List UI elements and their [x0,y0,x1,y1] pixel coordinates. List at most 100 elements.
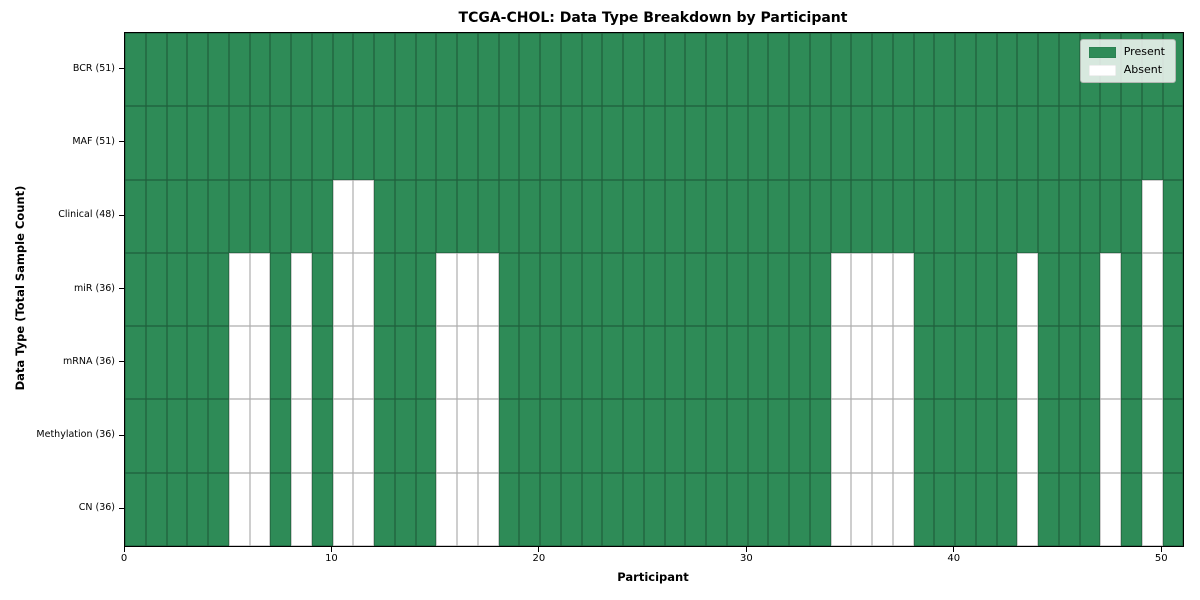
heatmap-cell [934,106,955,180]
heatmap-cell [394,252,416,327]
heatmap-cell [706,106,727,180]
heatmap-cell [789,326,810,400]
heatmap-cell [208,326,229,400]
heatmap-cell [685,179,706,253]
y-tick-label: CN (36) [78,502,115,514]
heatmap-cell [498,106,520,180]
heatmap-row-miR [125,252,1184,327]
heatmap-cell [415,179,437,253]
heatmap-cell [187,179,208,253]
heatmap-cell [374,326,395,400]
heatmap-cell [498,252,520,327]
heatmap-cell [540,106,561,180]
heatmap-cell [498,179,520,253]
heatmap-cell [270,326,291,400]
heatmap-cell [125,33,146,107]
heatmap-cell [602,33,623,107]
heatmap-cell [436,472,457,546]
heatmap-cell [913,326,935,400]
heatmap-cell [415,252,437,327]
heatmap-cell [187,33,208,107]
legend-item-present: Present [1088,45,1165,58]
heatmap-cell [706,326,727,400]
heatmap-cell [913,399,935,473]
heatmap-cell [726,106,748,180]
heatmap-cell [975,33,997,107]
heatmap-cell [1141,399,1163,473]
plot-area: Present Absent [124,32,1184,547]
heatmap-cell [1121,179,1142,253]
heatmap-cell [145,472,167,546]
heatmap-cell [187,399,208,473]
heatmap-cell [228,33,250,107]
heatmap-cell [768,399,789,473]
y-tick-label: mRNA (36) [63,355,115,367]
heatmap-cell [789,33,810,107]
heatmap-cell [726,33,748,107]
heatmap-cell [228,472,250,546]
heatmap-cell [1017,179,1038,253]
heatmap-cell [560,326,582,400]
heatmap-cell [1121,252,1142,327]
heatmap-cell [664,33,686,107]
heatmap-cell [1079,399,1101,473]
heatmap-cell [602,106,623,180]
y-tick-label: Methylation (36) [36,429,115,441]
absent-swatch [1088,64,1116,76]
heatmap-cell [851,106,872,180]
heatmap-cell [706,33,727,107]
heatmap-cell [1162,179,1184,253]
heatmap-cell [809,106,831,180]
heatmap-cell [477,106,499,180]
heatmap-cell [996,33,1018,107]
heatmap-cell [1017,106,1038,180]
heatmap-cell [145,33,167,107]
heatmap-cell [353,326,374,400]
heatmap-cell [892,106,914,180]
heatmap-cell [291,472,312,546]
heatmap-cell [996,326,1018,400]
heatmap-cell [1017,326,1038,400]
heatmap-cell [457,106,478,180]
heatmap-cell [457,179,478,253]
heatmap-cell [975,106,997,180]
heatmap-cell [623,106,644,180]
heatmap-cell [540,326,561,400]
heatmap-cell [809,472,831,546]
heatmap-cell [249,326,271,400]
heatmap-cell [581,252,603,327]
heatmap-cell [560,179,582,253]
heatmap-cell [311,472,333,546]
heatmap-cell [664,252,686,327]
legend-label-absent: Absent [1123,63,1163,76]
heatmap-cell [436,106,457,180]
heatmap-row-mRNA [125,326,1184,400]
heatmap-cell [208,33,229,107]
heatmap-cell [125,326,146,400]
heatmap-cell [187,252,208,327]
heatmap-cell [892,33,914,107]
heatmap-cell [643,252,665,327]
heatmap-cell [768,106,789,180]
legend-label-present: Present [1123,45,1165,58]
heatmap-cell [830,399,852,473]
heatmap-cell [270,472,291,546]
heatmap-cell [332,106,354,180]
heatmap-cell [1038,252,1059,327]
heatmap-cell [706,472,727,546]
heatmap-cell [560,33,582,107]
heatmap-cell [249,106,271,180]
heatmap-cell [934,399,955,473]
heatmap-cell [540,399,561,473]
heatmap-row-CN [125,472,1184,546]
heatmap-cell [519,472,540,546]
heatmap-cell [228,252,250,327]
heatmap-cell [187,106,208,180]
heatmap-cell [477,33,499,107]
heatmap-cell [457,252,478,327]
heatmap-cell [830,106,852,180]
heatmap-cell [311,326,333,400]
heatmap-cell [353,33,374,107]
heatmap-cell [145,252,167,327]
heatmap-cell [913,472,935,546]
